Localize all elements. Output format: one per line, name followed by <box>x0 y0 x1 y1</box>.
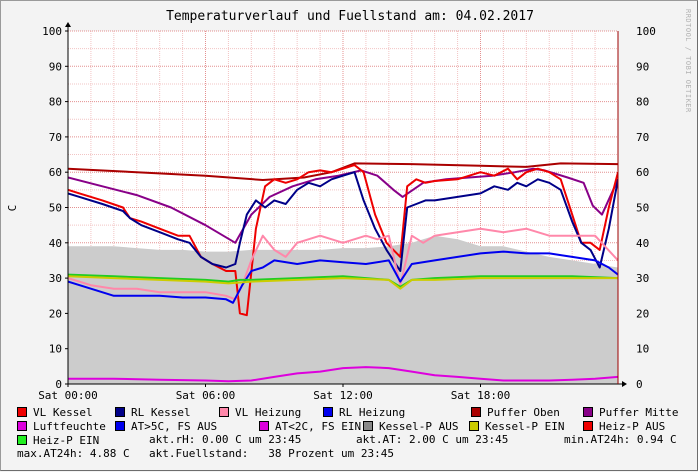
y-tick-label-right: 50 <box>636 202 649 215</box>
y-tick-label-right: 70 <box>636 131 649 144</box>
y-tick-label-right: 20 <box>636 307 649 320</box>
stat-rh: akt.rH: 0.00 C um 23:45 <box>149 433 302 446</box>
y-tick-label-right: 0 <box>636 378 643 391</box>
y-tick-label-right: 60 <box>636 166 649 179</box>
y-tick-label-right: 10 <box>636 343 649 356</box>
y-tick-label: 50 <box>49 202 62 215</box>
y-tick-label: 10 <box>49 343 62 356</box>
y-tick-label: 30 <box>49 272 62 285</box>
y-axis-arrow <box>65 22 71 27</box>
axes: 0 0 10 10 20 20 30 30 40 40 50 50 60 60 70 70 80 80 90 90 10… <box>38 22 656 402</box>
series-line-kessel-p-ein <box>68 275 618 290</box>
stat-max-at: max.AT24h: 4.88 C <box>17 447 130 460</box>
y-tick-label: 20 <box>49 307 62 320</box>
series-line-at-2c-fs-ein <box>68 366 618 383</box>
y-tick-label: 0 <box>55 378 62 391</box>
y-tick-label: 60 <box>49 166 62 179</box>
stat-fuellstand: akt.Fuellstand: 38 Prozent um 23:45 <box>149 447 395 460</box>
y-tick-label-right: 80 <box>636 96 649 109</box>
stat-min-at: min.AT24h: 0.94 C <box>564 433 677 446</box>
series-line-vl-heizung <box>68 227 618 301</box>
y-axis-label: C <box>6 205 19 212</box>
x-tick-label: Sat 12:00 <box>313 389 373 402</box>
chart-title: Temperaturverlauf und Fuellstand am: 04.… <box>166 9 534 24</box>
x-axis-arrow <box>622 381 627 387</box>
series-area-luftfeuchte <box>68 235 618 384</box>
stat-at: akt.AT: 2.00 C um 23:45 <box>356 433 509 446</box>
rrdtool-watermark: RRDTOOL / TOBI OETIKER <box>684 9 692 113</box>
x-tick-label: Sat 06:00 <box>176 389 236 402</box>
series-line-puffer-mitte <box>68 167 618 244</box>
y-tick-label: 100 <box>42 25 62 38</box>
series-line-rl-heizung <box>68 250 618 304</box>
y-tick-label-right: 100 <box>636 25 656 38</box>
series-line-rl-kessel <box>68 171 618 272</box>
series-line-heiz-p-ein <box>68 273 618 288</box>
y-tick-label: 70 <box>49 131 62 144</box>
y-tick-label-right: 40 <box>636 237 649 250</box>
y-tick-label-right: 90 <box>636 60 649 73</box>
y-tick-label: 40 <box>49 237 62 250</box>
series-line-vl-kessel <box>68 164 618 317</box>
y-tick-label-right: 30 <box>636 272 649 285</box>
x-tick-label: Sat 00:00 <box>38 389 98 402</box>
y-tick-label: 80 <box>49 96 62 109</box>
y-tick-label: 90 <box>49 60 62 73</box>
series-layer <box>68 162 618 384</box>
x-tick-label: Sat 18:00 <box>451 389 511 402</box>
